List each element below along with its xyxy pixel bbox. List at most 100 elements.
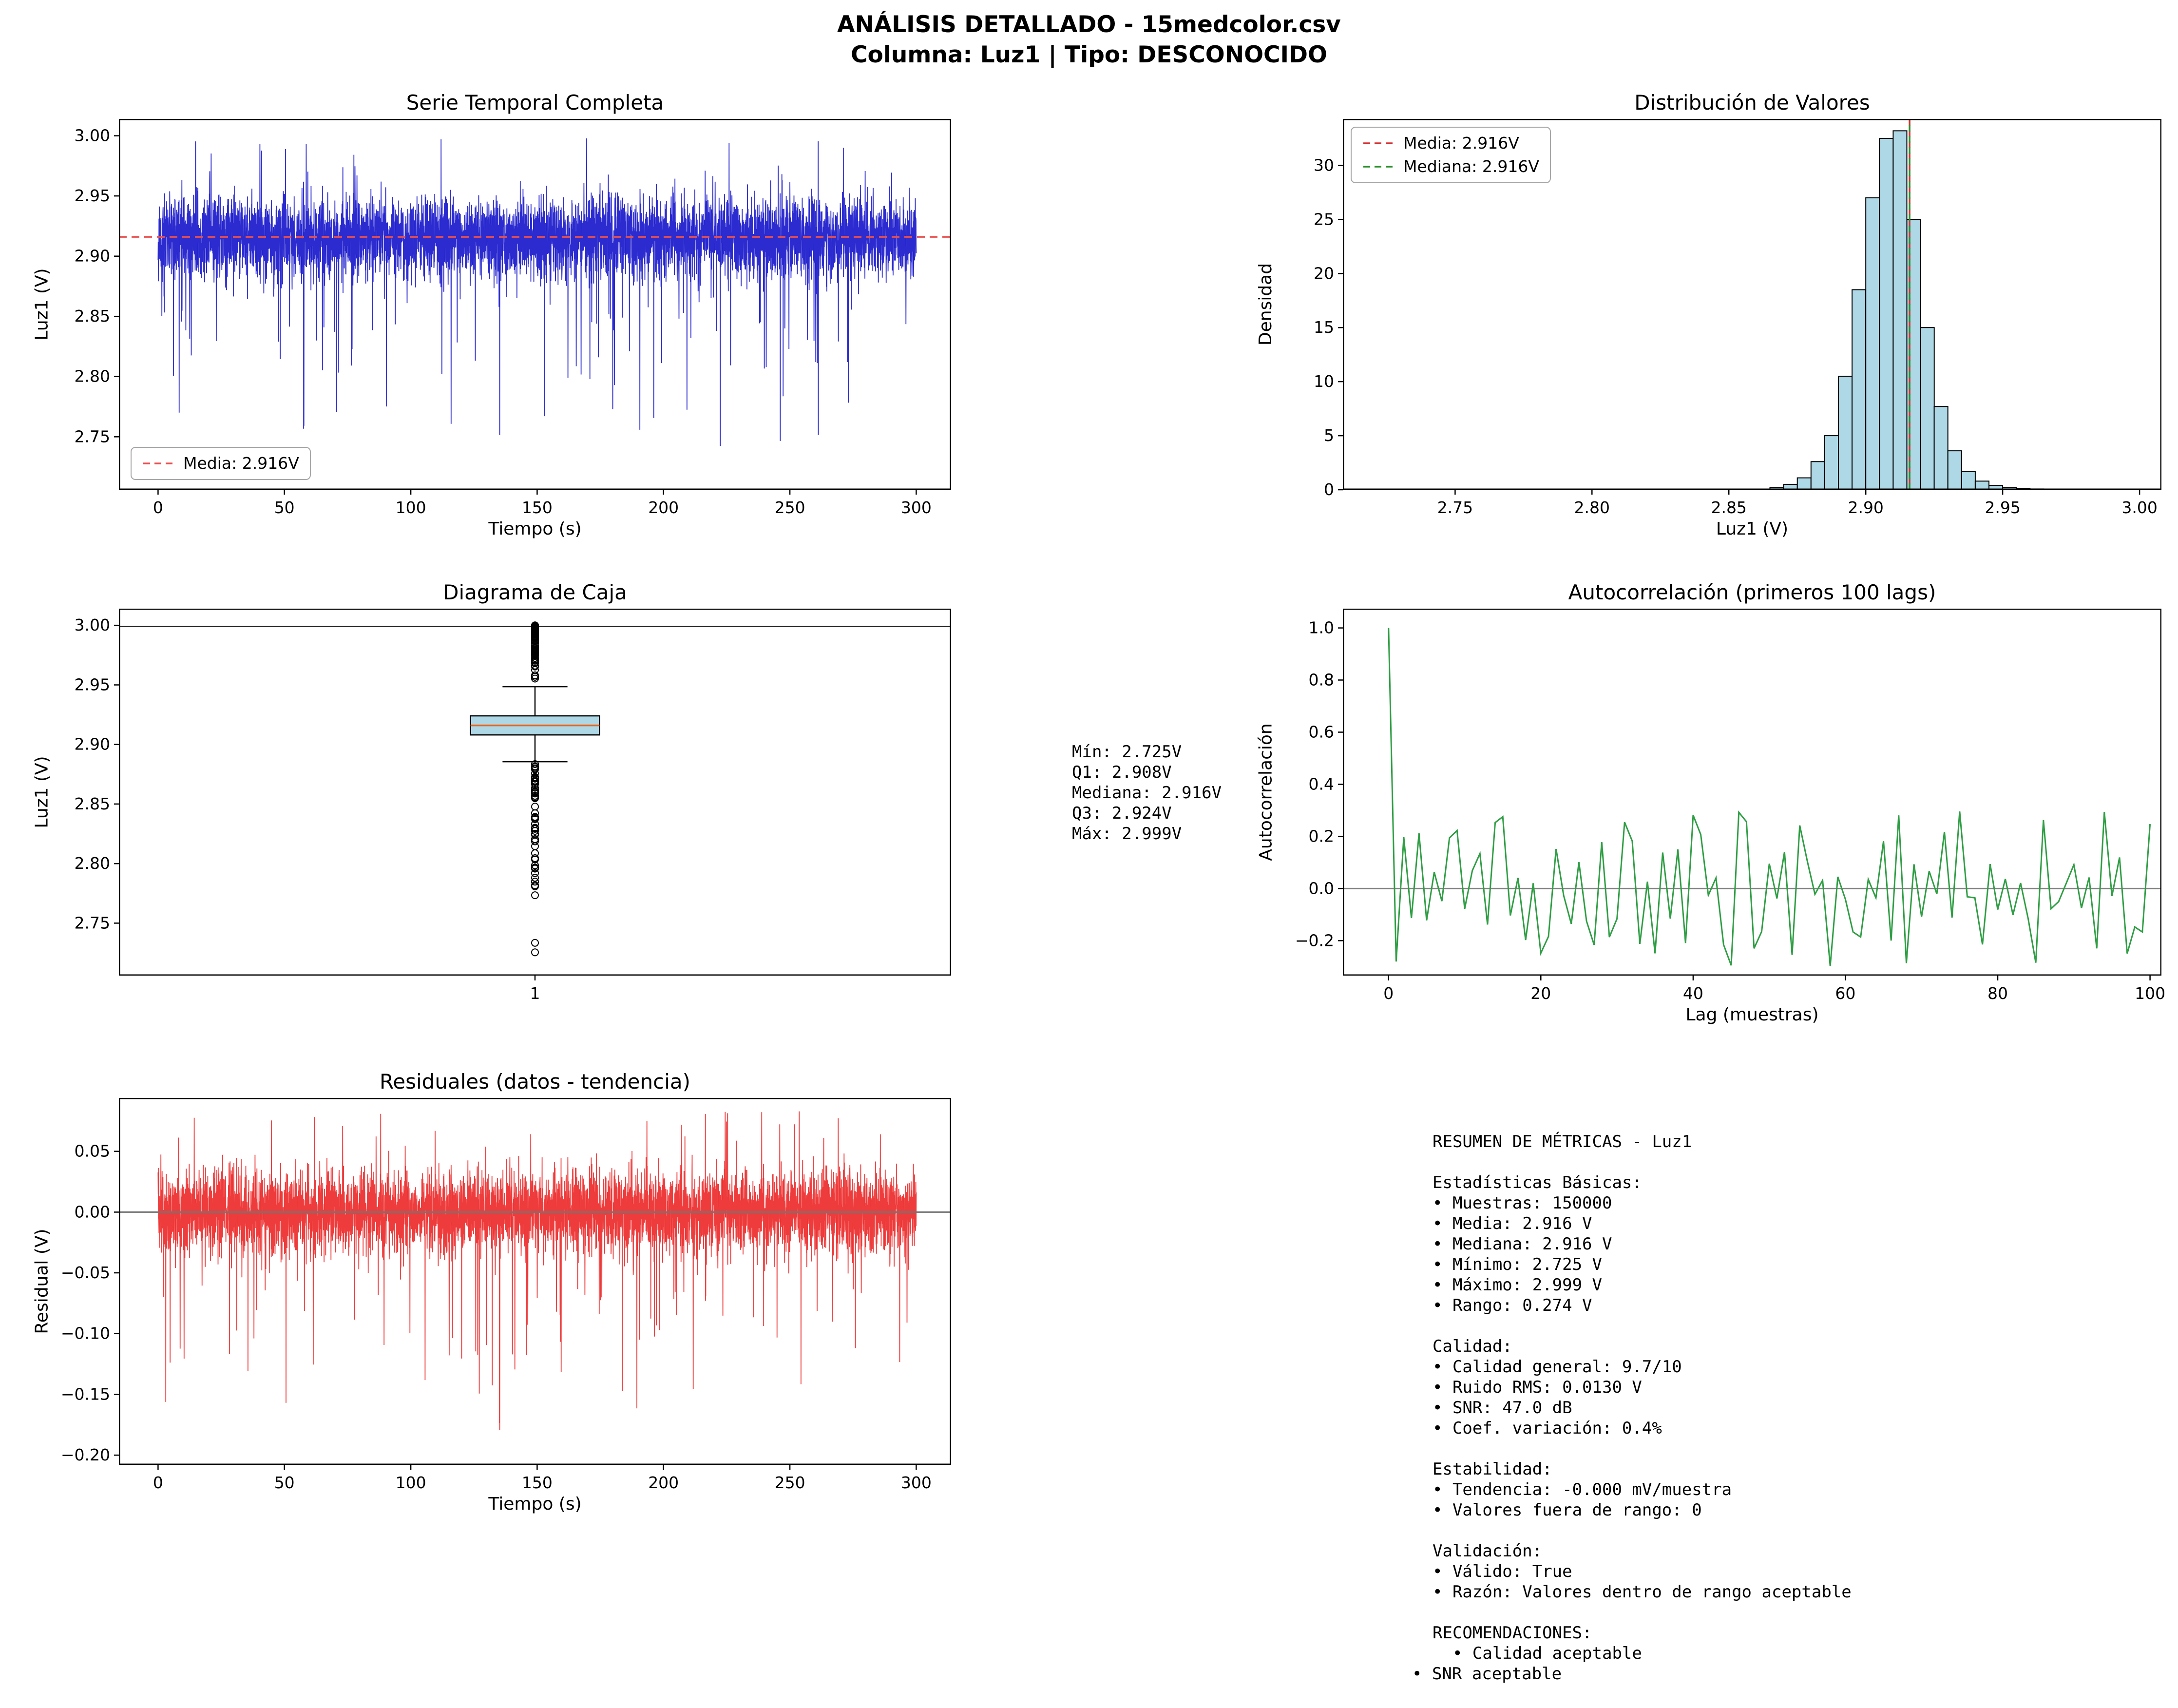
x-axis-label: Tiempo (s): [488, 1494, 582, 1514]
svg-text:3.00: 3.00: [2121, 498, 2157, 517]
svg-text:−0.05: −0.05: [61, 1263, 110, 1282]
svg-text:2.85: 2.85: [75, 794, 110, 813]
legend-dashed-line-icon: [1363, 166, 1395, 168]
y-axis-label-text: Luz1 (V): [32, 268, 52, 341]
svg-text:−0.10: −0.10: [61, 1324, 110, 1343]
chart-title: Diagrama de Caja: [443, 580, 627, 604]
chart-title: Residuales (datos - tendencia): [379, 1070, 691, 1094]
svg-text:2.90: 2.90: [1848, 498, 1883, 517]
svg-text:100: 100: [396, 498, 426, 517]
svg-text:0.0: 0.0: [1309, 879, 1334, 898]
residuales-plot: 0 50 100 150 200 250 300 −0.20 −0.15 −0.10 −0.05 0.…: [61, 1098, 951, 1492]
legend: Media: 2.916V Mediana: 2.916V: [1351, 127, 1551, 183]
legend: Media: 2.916V: [131, 447, 311, 480]
svg-text:1.0: 1.0: [1309, 618, 1334, 637]
svg-text:2.75: 2.75: [75, 427, 110, 446]
y-axis-label-text: Densidad: [1256, 263, 1276, 346]
svg-text:2.95: 2.95: [75, 186, 110, 205]
svg-text:0.2: 0.2: [1309, 826, 1334, 845]
chart-diagrama-caja: 1 2.75 2.80 2.85 2.90 2.95 3.00 Diagrama de Ca…: [32, 580, 951, 1003]
svg-text:20: 20: [1314, 264, 1334, 283]
svg-text:100: 100: [2135, 984, 2165, 1003]
svg-text:3.00: 3.00: [75, 126, 110, 145]
svg-text:2.75: 2.75: [75, 913, 110, 932]
svg-text:150: 150: [522, 498, 553, 517]
chart-title: Serie Temporal Completa: [406, 91, 664, 115]
x-axis-label: Lag (muestras): [1685, 1005, 1819, 1025]
legend-entry: Mediana: 2.916V: [1362, 157, 1539, 176]
svg-text:2.85: 2.85: [75, 307, 110, 326]
svg-text:0.4: 0.4: [1309, 775, 1334, 794]
svg-text:−0.20: −0.20: [61, 1445, 110, 1464]
svg-text:2.90: 2.90: [75, 735, 110, 754]
svg-text:2.80: 2.80: [75, 854, 110, 873]
svg-text:100: 100: [396, 1473, 426, 1492]
svg-text:30: 30: [1314, 155, 1334, 174]
svg-text:2.80: 2.80: [75, 367, 110, 386]
svg-text:150: 150: [522, 1473, 553, 1492]
svg-text:250: 250: [775, 498, 805, 517]
svg-text:0.8: 0.8: [1309, 671, 1334, 690]
y-axis-label-text: Luz1 (V): [32, 756, 52, 828]
svg-text:0: 0: [153, 498, 163, 517]
legend-entry: Media: 2.916V: [142, 454, 299, 473]
svg-text:50: 50: [274, 498, 295, 517]
y-axis-label: Densidad: [1255, 119, 1277, 490]
svg-text:2.80: 2.80: [1574, 498, 1610, 517]
x-axis-label: Tiempo (s): [488, 519, 582, 539]
serie-temporal-plot: 0 50 100 150 200 250 300 2.75 2.80 2.85 2.90 2.95 3.…: [75, 119, 951, 517]
chart-title: Autocorrelación (primeros 100 lags): [1568, 580, 1936, 604]
svg-text:2.95: 2.95: [1985, 498, 2020, 517]
svg-text:60: 60: [1835, 984, 1855, 1003]
svg-text:250: 250: [775, 1473, 805, 1492]
svg-text:0.05: 0.05: [75, 1142, 110, 1161]
svg-text:15: 15: [1314, 318, 1334, 337]
autocorrelacion-plot: 0 20 40 60 80 100 −0.2 0.0 0.2 0.4 0.6 0.8 1.0: [1295, 609, 2165, 1003]
svg-text:80: 80: [1987, 984, 2008, 1003]
svg-text:2.90: 2.90: [75, 247, 110, 266]
y-axis-label: Autocorrelación: [1255, 609, 1277, 976]
svg-text:0.00: 0.00: [75, 1202, 110, 1221]
boxplot-stats-annotation: Mín: 2.725V Q1: 2.908V Mediana: 2.916V Q…: [1072, 742, 1222, 844]
svg-text:0: 0: [153, 1473, 163, 1492]
svg-text:2.85: 2.85: [1711, 498, 1746, 517]
svg-text:300: 300: [901, 498, 932, 517]
metrics-summary: RESUMEN DE MÉTRICAS - Luz1 Estadísticas …: [1433, 1132, 1852, 1663]
svg-text:2.75: 2.75: [1437, 498, 1473, 517]
svg-text:5: 5: [1324, 426, 1334, 445]
svg-text:50: 50: [274, 1473, 295, 1492]
figure-title-line1: ANÁLISIS DETALLADO - 15medcolor.csv: [837, 11, 1341, 38]
svg-text:2.95: 2.95: [75, 675, 110, 694]
legend-label: Mediana: 2.916V: [1403, 157, 1539, 176]
y-axis-label-text: Residual (V): [32, 1228, 52, 1334]
chart-autocorrelacion: 0 20 40 60 80 100 −0.2 0.0 0.2 0.4 0.6 0.8 1.0 Autoc…: [1256, 580, 2166, 1025]
figure-title-line2: Columna: Luz1 | Tipo: DESCONOCIDO: [851, 41, 1327, 68]
svg-text:1: 1: [530, 984, 540, 1003]
legend-dashed-line-icon: [143, 462, 174, 464]
svg-text:3.00: 3.00: [75, 615, 110, 634]
legend-label: Media: 2.916V: [1403, 134, 1519, 153]
x-axis-label: Luz1 (V): [1716, 519, 1789, 539]
figure-title: ANÁLISIS DETALLADO - 15medcolor.csv Colu…: [0, 10, 2178, 70]
chart-serie-temporal: 0 50 100 150 200 250 300 2.75 2.80 2.85 2.90 2.95 3.…: [32, 91, 951, 539]
metrics-summary-footer: • SNR aceptable: [1412, 1664, 1562, 1684]
diagrama-caja-plot: 1 2.75 2.80 2.85 2.90 2.95 3.00: [75, 609, 951, 1003]
distribucion-plot: 2.75 2.80 2.85 2.90 2.95 3.00 0 5 10 15 20 25 30: [1314, 119, 2161, 517]
legend-entry: Media: 2.916V: [1362, 134, 1539, 153]
svg-text:−0.15: −0.15: [61, 1384, 110, 1403]
y-axis-label: Luz1 (V): [31, 609, 53, 976]
svg-text:0.6: 0.6: [1309, 723, 1334, 742]
svg-text:0: 0: [1324, 480, 1334, 499]
svg-text:200: 200: [648, 498, 679, 517]
svg-text:−0.2: −0.2: [1295, 931, 1334, 950]
svg-text:200: 200: [648, 1473, 679, 1492]
y-axis-label: Residual (V): [31, 1098, 53, 1465]
svg-text:20: 20: [1530, 984, 1551, 1003]
legend-dashed-line-icon: [1363, 142, 1395, 144]
y-axis-label: Luz1 (V): [31, 119, 53, 490]
svg-text:10: 10: [1314, 372, 1334, 391]
svg-text:40: 40: [1683, 984, 1703, 1003]
y-axis-label-text: Autocorrelación: [1256, 723, 1276, 861]
chart-distribucion: 2.75 2.80 2.85 2.90 2.95 3.00 0 5 10 15 20 25 30 Dis…: [1256, 91, 2161, 539]
